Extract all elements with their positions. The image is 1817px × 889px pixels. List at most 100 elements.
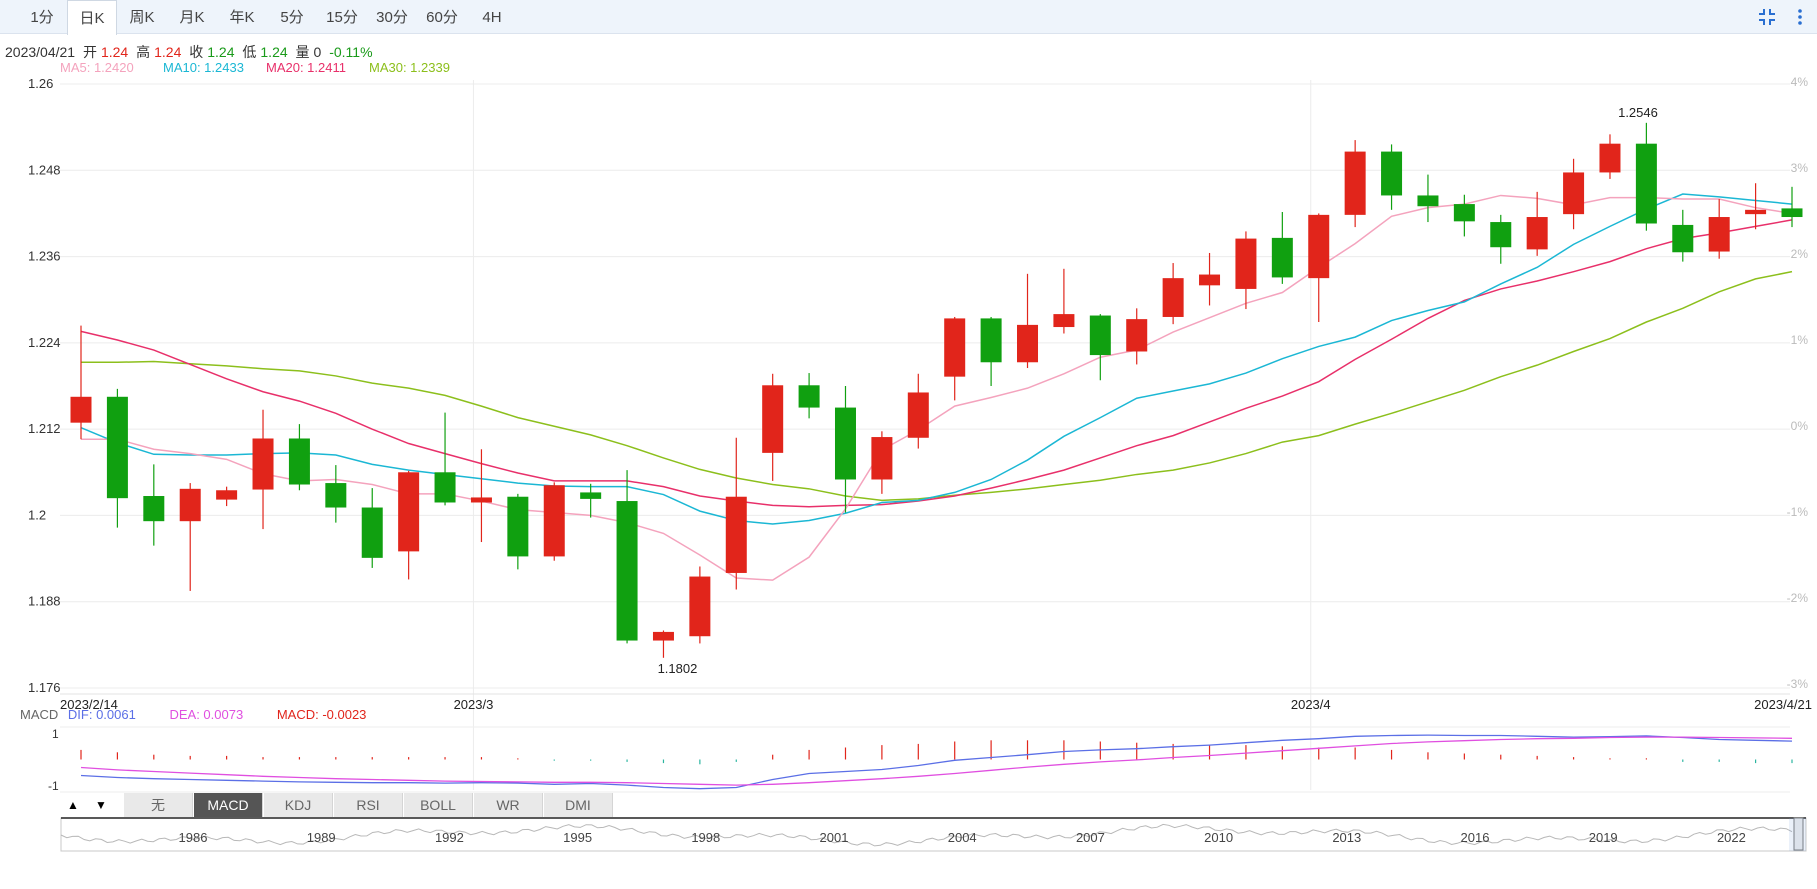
candle-body — [361, 507, 383, 558]
candle — [1381, 144, 1403, 210]
ma30-line — [81, 270, 1793, 502]
indicator-macd-button[interactable]: MACD — [194, 793, 263, 817]
candle — [1271, 211, 1293, 284]
open-label: 开 — [82, 44, 97, 60]
candle — [1708, 199, 1730, 259]
tab-7[interactable]: 15分 — [326, 9, 358, 26]
pct-tick-label: 0% — [1791, 419, 1809, 433]
navigator-handle[interactable] — [1793, 817, 1804, 851]
open-value: 1.24 — [100, 44, 129, 60]
candle — [1672, 209, 1694, 262]
more-vertical-icon[interactable] — [1790, 7, 1810, 27]
indicator-kdj-button[interactable]: KDJ — [264, 793, 333, 817]
candle — [616, 470, 638, 644]
indicator-wr-button[interactable]: WR — [474, 793, 543, 817]
candle-body — [1526, 217, 1548, 250]
pct-tick-label: 1% — [1791, 333, 1809, 347]
candle — [507, 493, 529, 570]
candle-body — [652, 631, 674, 641]
scroll-up-button[interactable]: ▲ — [67, 798, 79, 812]
candle — [689, 566, 711, 644]
ma10-line — [80, 193, 1793, 525]
candle-body — [1308, 214, 1330, 279]
candle — [143, 464, 165, 546]
tab-2[interactable]: 日K — [67, 0, 117, 35]
navigator-year-label: 2010 — [1204, 830, 1233, 845]
candle-body — [1126, 319, 1148, 352]
candle — [1308, 213, 1330, 323]
change-value: -0.11% — [329, 44, 373, 60]
ma-legend-item: MA10: 1.2433 — [163, 60, 244, 75]
tab-5[interactable]: 年K — [229, 9, 255, 26]
candle — [1017, 273, 1039, 369]
period-tab-bar: 1分 日K 周K 月K 年K 5分 15分 30分 60分 4H — [0, 0, 1817, 35]
navigator-year-label: 2007 — [1076, 830, 1105, 845]
candle — [1490, 214, 1512, 264]
x-axis-label: 2023/4/21 — [1754, 697, 1812, 712]
tab-8[interactable]: 30分 — [376, 9, 408, 26]
navigator-year-label: 2016 — [1461, 830, 1490, 845]
pct-tick-label: -2% — [1787, 591, 1809, 605]
macd-y-tick: 1 — [52, 727, 59, 741]
candle-body — [871, 437, 893, 480]
candle-body — [434, 472, 456, 503]
y-tick-label: 1.224 — [28, 335, 61, 350]
candle — [907, 373, 929, 449]
candle — [1162, 263, 1184, 325]
dif-label: DIF: 0.0061 — [67, 707, 136, 722]
dif-line — [80, 734, 1793, 790]
y-tick-label: 1.212 — [28, 421, 61, 436]
scroll-down-button[interactable]: ▼ — [95, 798, 107, 812]
tab-6[interactable]: 5分 — [280, 9, 304, 26]
navigator-year-label: 1995 — [563, 830, 592, 845]
candle-body — [252, 438, 274, 490]
candle-body — [1381, 151, 1403, 196]
navigator-year-label: 2022 — [1717, 830, 1746, 845]
tab-3[interactable]: 周K — [129, 9, 155, 26]
candle-body — [288, 438, 310, 485]
candle-body — [1745, 209, 1767, 215]
tab-9[interactable]: 60分 — [426, 9, 458, 26]
candle — [361, 488, 383, 568]
candle — [1635, 122, 1657, 231]
volume-label: 量 — [295, 44, 310, 60]
tab-1[interactable]: 1分 — [30, 9, 54, 26]
navigator-year-label: 2001 — [820, 830, 849, 845]
info-date: 2023/04/21 — [5, 44, 76, 60]
candle-body — [1453, 204, 1475, 222]
candle — [1781, 186, 1803, 228]
close-label: 收 — [189, 44, 204, 60]
indicator--button[interactable]: 无 — [124, 793, 193, 817]
candle — [1235, 231, 1257, 310]
indicator-dmi-button[interactable]: DMI — [544, 793, 613, 817]
candle-body — [507, 496, 529, 557]
candle — [1745, 183, 1767, 230]
candle-body — [143, 496, 165, 522]
candle-body — [1162, 278, 1184, 317]
tab-10[interactable]: 4H — [482, 9, 502, 26]
close-value: 1.24 — [207, 44, 235, 60]
candle-body — [470, 497, 492, 503]
indicator-boll-button[interactable]: BOLL — [404, 793, 473, 817]
candle-body — [1781, 208, 1803, 218]
candle — [325, 465, 347, 523]
indicator-rsi-button[interactable]: RSI — [334, 793, 403, 817]
candle — [1417, 174, 1439, 223]
macd-name: MACD — [20, 707, 59, 722]
volume-value: 0 — [313, 44, 322, 60]
ma20-line — [80, 219, 1793, 508]
candle — [798, 373, 820, 419]
high-value: 1.24 — [154, 44, 182, 60]
tab-4[interactable]: 月K — [179, 9, 205, 26]
candle — [543, 482, 565, 561]
collapse-icon[interactable] — [1757, 7, 1777, 27]
candle-body — [980, 318, 1002, 363]
macd-y-tick: -1 — [48, 779, 59, 793]
navigator-year-label: 2019 — [1589, 830, 1618, 845]
candle-body — [1672, 224, 1694, 253]
low-label: 低 — [242, 44, 257, 60]
candle — [652, 630, 674, 658]
candle — [434, 412, 456, 506]
candle-body — [1417, 195, 1439, 207]
